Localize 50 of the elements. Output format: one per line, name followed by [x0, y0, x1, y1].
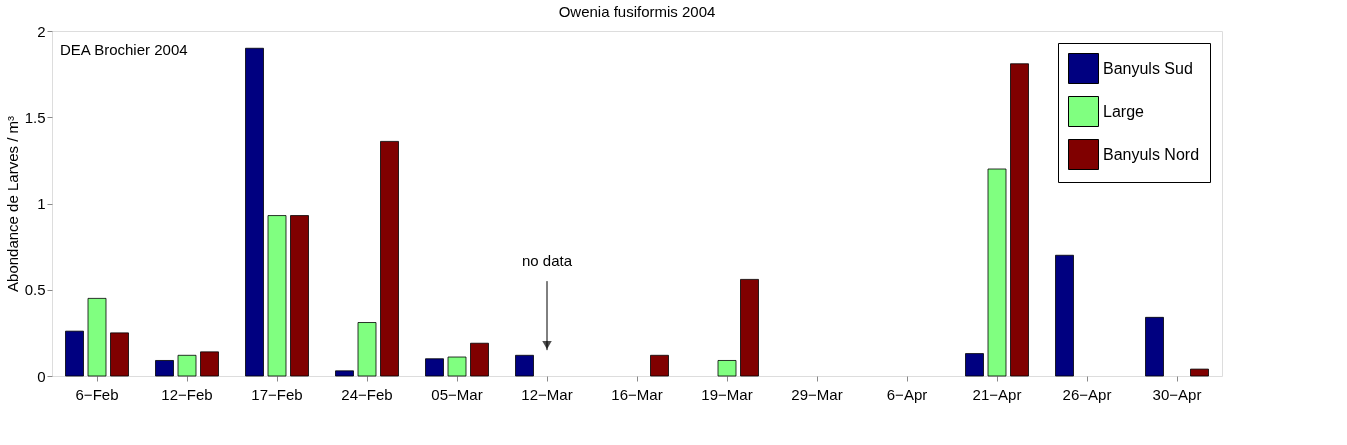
annotation: DEA Brochier 2004	[60, 41, 188, 58]
bar	[1010, 63, 1029, 377]
x-tick-label: 6−Apr	[886, 385, 928, 403]
x-tick-label: 17−Feb	[251, 385, 303, 403]
legend-label: Banyuls Sud	[1103, 59, 1193, 77]
x-tick-label: 6−Feb	[75, 385, 119, 403]
x-tick-label: 26−Apr	[1062, 385, 1112, 403]
y-tick-label: 0.5	[24, 281, 46, 299]
bar	[987, 168, 1007, 377]
x-tick-label: 16−Mar	[611, 385, 663, 403]
bar	[65, 330, 84, 377]
y-axis-title: Abondance de Larves / m³	[3, 116, 21, 292]
x-tick-label: 12−Mar	[521, 385, 573, 403]
legend-label: Large	[1103, 102, 1145, 120]
bar	[470, 342, 489, 377]
bar	[335, 370, 354, 377]
bar	[965, 353, 984, 377]
bar	[245, 47, 264, 377]
bar	[200, 351, 219, 377]
bar	[425, 358, 444, 377]
x-tick-label: 30−Apr	[1152, 385, 1202, 403]
bar	[1145, 316, 1164, 377]
bar	[110, 332, 129, 377]
bar	[717, 360, 737, 377]
annotation: no data	[521, 252, 573, 270]
bar	[267, 215, 287, 377]
bar	[1055, 254, 1074, 377]
bar	[650, 354, 669, 377]
bar	[515, 354, 534, 377]
bar	[447, 356, 467, 377]
bar	[740, 279, 759, 377]
chart-title: Owenia fusiformis 2004	[558, 3, 716, 20]
x-tick-label: 24−Feb	[341, 385, 393, 403]
legend-label: Banyuls Nord	[1103, 145, 1200, 163]
bar	[380, 141, 399, 377]
y-tick-label: 1.5	[24, 108, 46, 126]
x-tick-label: 21−Apr	[972, 385, 1022, 403]
x-tick-label: 12−Feb	[161, 385, 213, 403]
x-tick-label: 29−Mar	[791, 385, 843, 403]
bar	[177, 354, 197, 377]
y-tick-label: 0	[37, 367, 46, 385]
bar	[290, 215, 309, 377]
x-tick-label: 05−Mar	[431, 385, 483, 403]
bar	[357, 322, 377, 377]
bar	[1190, 368, 1209, 377]
bar	[155, 360, 174, 377]
y-tick-label: 2	[37, 22, 46, 40]
bar	[87, 297, 107, 377]
x-tick-label: 19−Mar	[701, 385, 753, 403]
y-tick-label: 1	[37, 195, 46, 212]
